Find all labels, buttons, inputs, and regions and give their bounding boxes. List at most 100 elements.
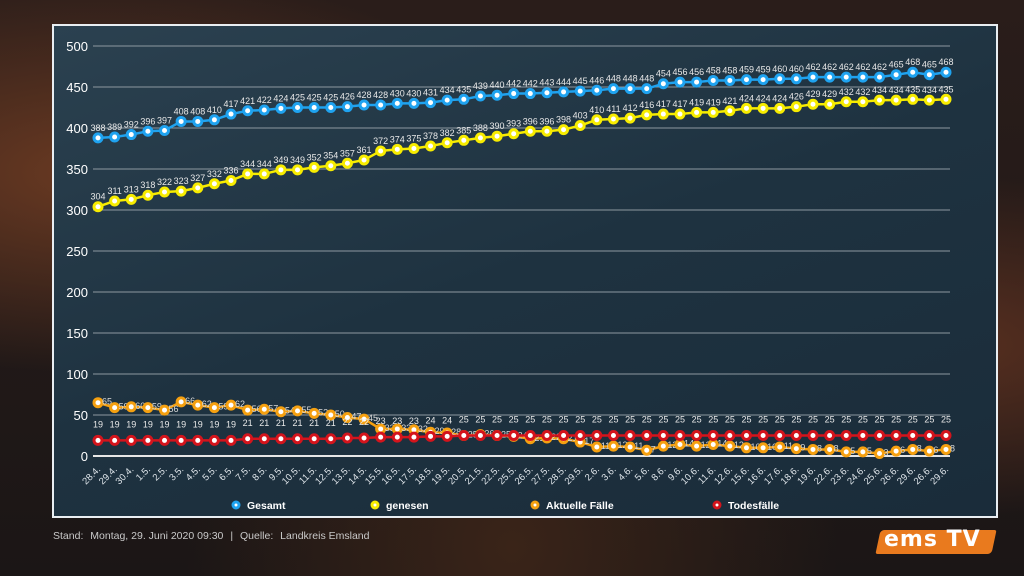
data-point — [258, 403, 270, 415]
data-point — [408, 431, 420, 443]
data-label: 21 — [243, 418, 253, 428]
data-label: 357 — [340, 148, 355, 158]
data-label: 459 — [739, 65, 754, 75]
data-label: 327 — [190, 173, 205, 183]
data-label: 62 — [235, 399, 245, 409]
data-point — [474, 132, 486, 144]
data-point — [92, 434, 104, 446]
data-label: 25 — [625, 415, 635, 425]
data-label: 12 — [701, 440, 711, 450]
data-label: 19 — [193, 419, 203, 429]
data-label: 434 — [889, 85, 904, 95]
quelle-value: Landkreis Emsland — [280, 530, 370, 542]
data-point — [707, 74, 719, 86]
data-label: 23 — [392, 416, 402, 426]
data-point — [857, 96, 869, 108]
data-point — [873, 94, 885, 106]
data-point — [790, 73, 802, 85]
data-point — [308, 161, 320, 173]
data-label: 22 — [359, 417, 369, 427]
data-point — [923, 430, 935, 441]
x-tick-label: 8.5. — [250, 464, 269, 483]
data-point — [691, 76, 703, 88]
data-label: 408 — [174, 106, 189, 116]
series-line-1 — [97, 98, 947, 208]
data-label: 434 — [872, 85, 887, 95]
data-point — [558, 430, 570, 441]
data-label: 14 — [684, 439, 694, 449]
data-label: 417 — [656, 99, 671, 109]
data-label: 396 — [523, 116, 538, 126]
data-label: 462 — [822, 62, 837, 72]
x-tick-label: 3.6. — [600, 464, 619, 483]
data-point — [109, 434, 121, 446]
data-label: 65 — [102, 397, 112, 407]
data-label: 56 — [252, 404, 262, 414]
stand-value: Montag, 29. Juni 2020 09:30 — [90, 530, 224, 542]
data-point — [524, 125, 536, 137]
data-label: 19 — [209, 419, 219, 429]
data-point — [873, 430, 885, 441]
data-label: 468 — [905, 57, 920, 67]
data-point — [175, 396, 187, 408]
data-point — [325, 160, 337, 172]
data-point — [774, 430, 786, 441]
data-point — [591, 430, 603, 441]
data-point — [159, 434, 171, 446]
data-label: 344 — [240, 159, 255, 169]
data-label: 424 — [756, 93, 771, 103]
data-label: 336 — [224, 165, 239, 175]
data-label: 462 — [805, 62, 820, 72]
data-point — [657, 78, 669, 90]
data-point — [125, 434, 137, 446]
data-label: 62 — [202, 399, 212, 409]
data-point — [208, 114, 220, 126]
data-label: 440 — [490, 80, 505, 90]
data-label: 428 — [357, 90, 372, 100]
data-point — [375, 431, 387, 443]
data-label: 52 — [318, 407, 328, 417]
data-label: 412 — [623, 103, 638, 113]
data-label: 19 — [226, 419, 236, 429]
data-point — [591, 441, 603, 453]
x-tick-label: 7.5. — [234, 464, 253, 483]
data-point — [292, 102, 304, 113]
data-point — [441, 137, 453, 149]
data-label: 24 — [426, 415, 436, 425]
data-label: 419 — [706, 97, 721, 107]
data-point — [275, 164, 287, 176]
data-label: 430 — [406, 88, 421, 98]
data-label: 33 — [385, 423, 395, 433]
data-point — [674, 76, 686, 88]
data-label: 25 — [492, 415, 502, 425]
data-label: 398 — [556, 115, 571, 125]
data-point — [890, 430, 902, 441]
data-label: 11 — [634, 441, 643, 451]
x-tick-label: 5.6. — [633, 464, 652, 483]
data-point — [258, 104, 270, 116]
data-label: 22 — [551, 432, 561, 442]
data-label: 462 — [872, 62, 887, 72]
data-point — [258, 433, 270, 445]
data-point — [940, 66, 952, 78]
data-point — [624, 112, 636, 124]
data-label: 23 — [376, 416, 386, 426]
x-tick-label: 29.6. — [928, 464, 951, 487]
data-point — [824, 71, 836, 83]
data-point — [574, 120, 586, 132]
data-point — [757, 442, 769, 454]
legend-marker — [370, 500, 380, 510]
data-point — [425, 140, 437, 152]
data-label: 332 — [207, 169, 222, 179]
data-label: 435 — [905, 84, 920, 94]
data-label: 432 — [839, 87, 854, 97]
data-point — [192, 434, 204, 446]
data-point — [341, 101, 353, 113]
data-point — [657, 430, 669, 441]
data-label: 434 — [440, 85, 455, 95]
data-point — [940, 430, 952, 441]
data-point — [325, 409, 337, 421]
x-tick-label: 1.5. — [134, 464, 153, 483]
data-point — [225, 434, 237, 446]
data-label: 462 — [839, 62, 854, 72]
